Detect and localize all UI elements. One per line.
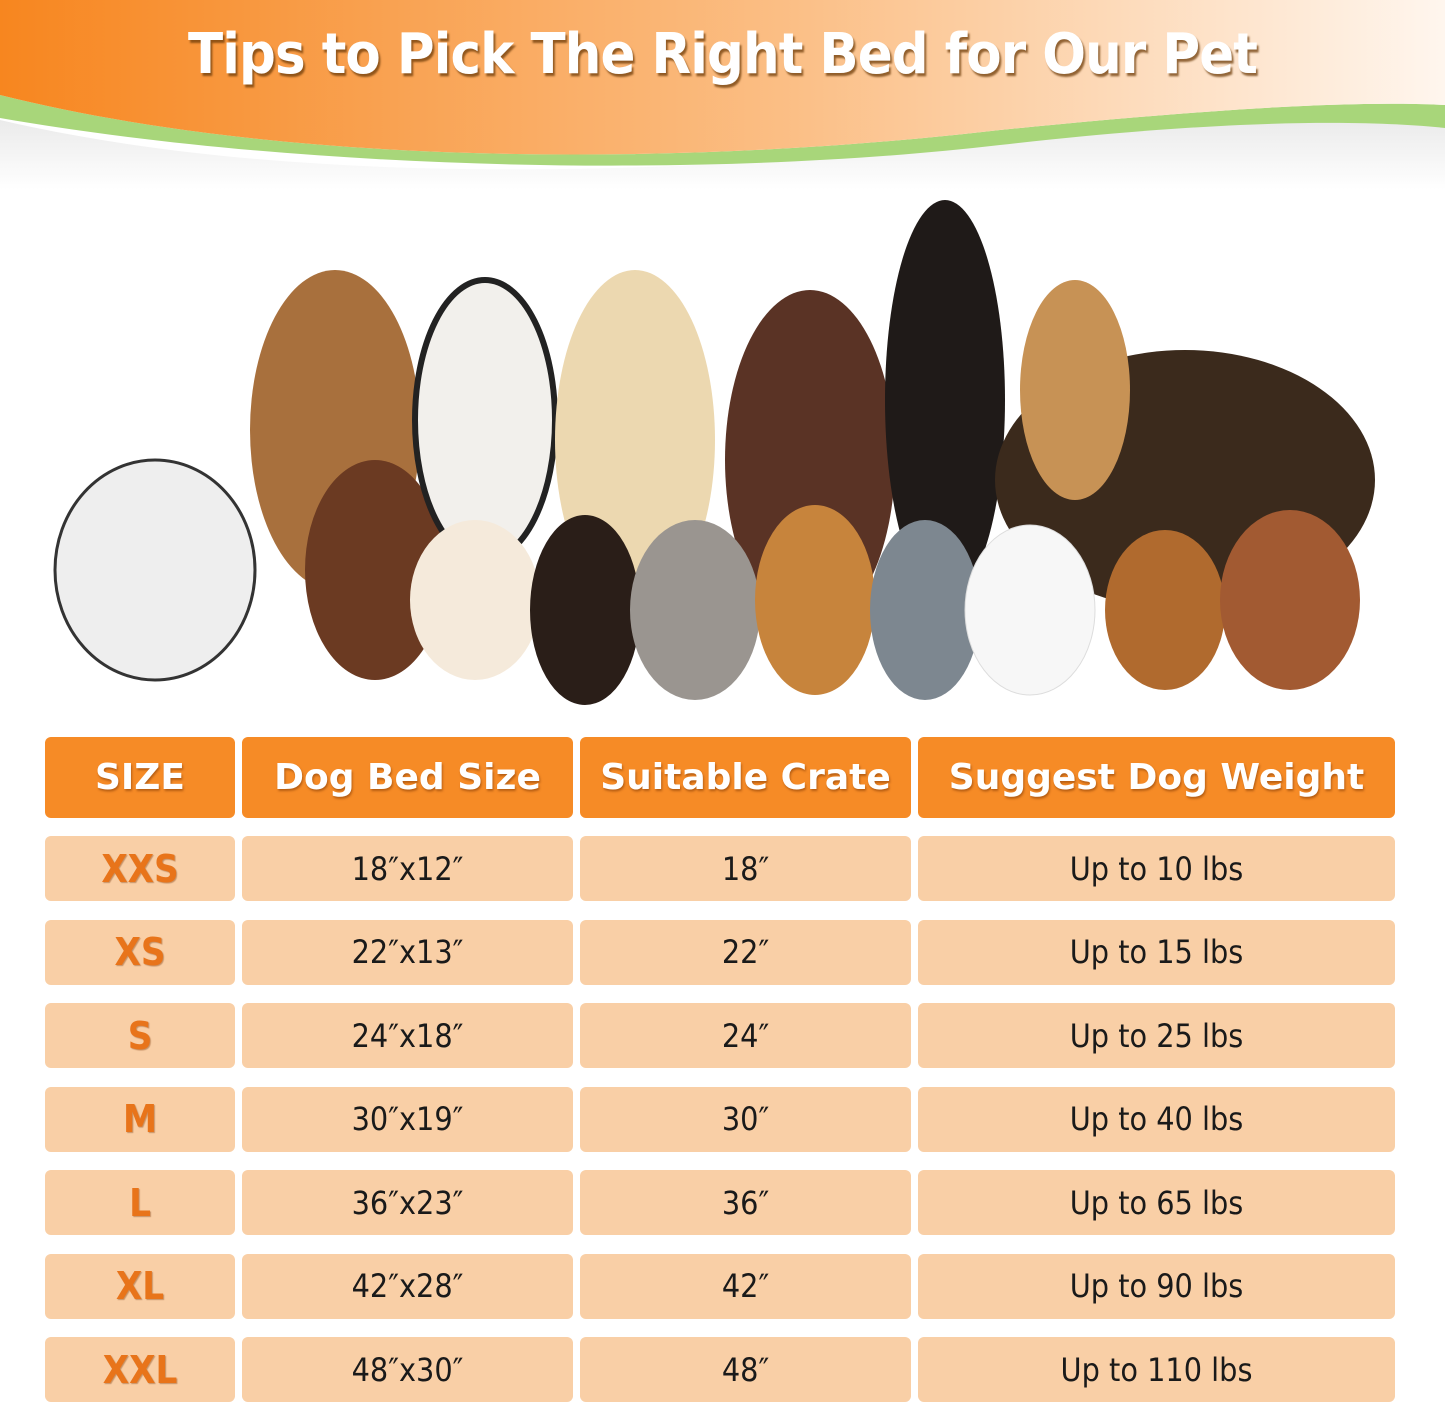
table-cell-dog-bed-size: 18″x12″ (242, 836, 573, 901)
table-cell-size: XL (45, 1253, 235, 1319)
table-cell-suggest-dog-weight: Up to 25 lbs (918, 1003, 1395, 1068)
table-cell-suitable-crate: 36″ (580, 1170, 911, 1235)
table-cell-size: XS (45, 919, 235, 985)
table-cell-dog-bed-size: 36″x23″ (242, 1170, 573, 1235)
table-cell-suitable-crate: 18″ (580, 836, 911, 901)
table-cell-size: L (45, 1170, 235, 1235)
page-title: Tips to Pick The Right Bed for Our Pet (188, 22, 1258, 87)
table-cell-size: M (45, 1086, 235, 1152)
table-cell-dog-bed-size: 22″x13″ (242, 919, 573, 985)
table-cell-suggest-dog-weight: Up to 15 lbs (918, 919, 1395, 985)
table-cell-dog-bed-size: 48″x30″ (242, 1337, 573, 1402)
column-header-suggest-dog-weight: Suggest Dog Weight (918, 737, 1395, 818)
header-banner (0, 0, 1445, 190)
table-cell-size: XXL (45, 1337, 235, 1402)
table-cell-suggest-dog-weight: Up to 90 lbs (918, 1253, 1395, 1319)
table-cell-suggest-dog-weight: Up to 110 lbs (918, 1337, 1395, 1402)
pets-photo (53, 200, 1375, 705)
table-cell-size: S (45, 1003, 235, 1068)
table-cell-suitable-crate: 48″ (580, 1337, 911, 1402)
table-cell-dog-bed-size: 24″x18″ (242, 1003, 573, 1068)
table-cell-suitable-crate: 42″ (580, 1253, 911, 1319)
column-header-size: SIZE (45, 737, 235, 818)
table-cell-size: XXS (45, 836, 235, 901)
table-cell-suitable-crate: 22″ (580, 919, 911, 985)
table-cell-dog-bed-size: 42″x28″ (242, 1253, 573, 1319)
column-header-dog-bed-size: Dog Bed Size (242, 737, 573, 818)
column-header-suitable-crate: Suitable Crate (580, 737, 911, 818)
table-cell-suggest-dog-weight: Up to 65 lbs (918, 1170, 1395, 1235)
dog-silhouettes (53, 200, 1375, 705)
table-cell-dog-bed-size: 30″x19″ (242, 1086, 573, 1152)
table-cell-suggest-dog-weight: Up to 10 lbs (918, 836, 1395, 901)
table-cell-suitable-crate: 24″ (580, 1003, 911, 1068)
table-cell-suitable-crate: 30″ (580, 1086, 911, 1152)
table-cell-suggest-dog-weight: Up to 40 lbs (918, 1086, 1395, 1152)
